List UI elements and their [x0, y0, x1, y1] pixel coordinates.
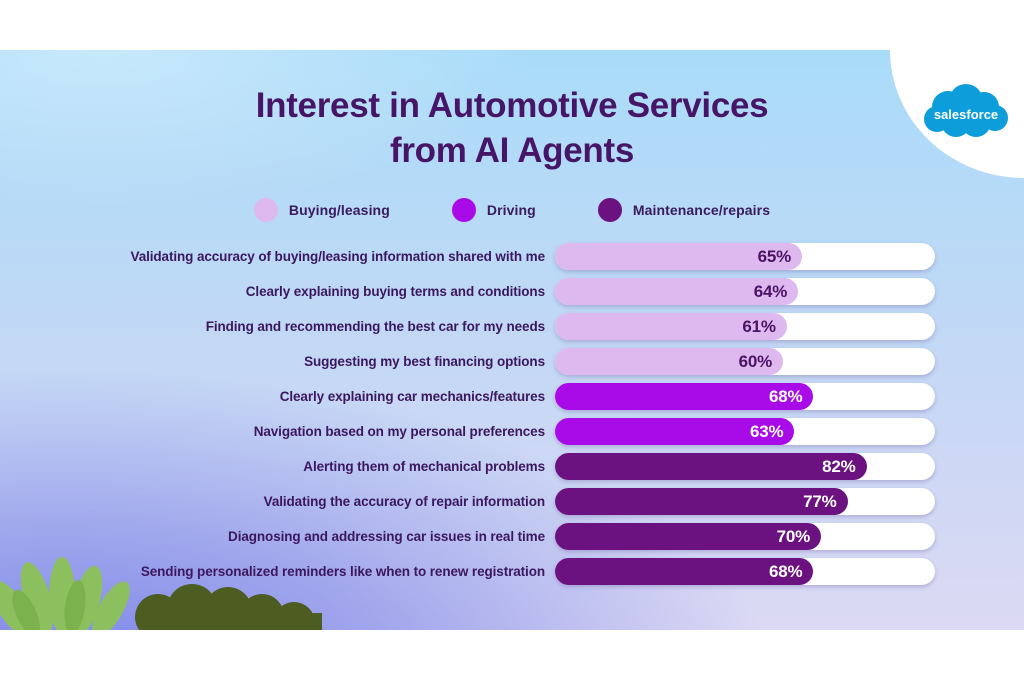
bar-track: 68%: [555, 383, 935, 410]
bar-value: 65%: [757, 246, 792, 266]
page-title: Interest in Automotive Services from AI A…: [0, 84, 1024, 174]
bar-row: Clearly explaining buying terms and cond…: [60, 278, 935, 305]
legend-item-driving: Driving: [451, 198, 536, 222]
chart-background: salesforce Interest in Automotive Servic…: [0, 50, 1024, 630]
bar-value: 60%: [738, 351, 773, 371]
page-title-line1: Interest in Automotive Services: [255, 86, 769, 125]
bar-track: 64%: [555, 278, 935, 305]
bar-fill: 77%: [555, 488, 848, 515]
plant-leaf-shadows: [12, 580, 86, 630]
salesforce-logo: salesforce: [918, 80, 1014, 144]
page-title-line2: from AI Agents: [389, 130, 635, 170]
bar-row: Validating the accuracy of repair inform…: [60, 488, 935, 515]
bar-track: 65%: [555, 243, 935, 270]
legend-dot-driving: [451, 198, 476, 222]
bar-value: 61%: [742, 316, 776, 336]
bar-chart: Validating accuracy of buying/leasing in…: [60, 243, 935, 593]
bar-row: Sending personalized reminders like when…: [60, 558, 935, 585]
bar-row: Validating accuracy of buying/leasing in…: [60, 243, 935, 270]
bar-track: 68%: [555, 558, 935, 585]
bar-label: Diagnosing and addressing car issues in …: [228, 529, 545, 544]
bar-label: Clearly explaining buying terms and cond…: [245, 284, 545, 299]
bar-value: 63%: [749, 421, 784, 441]
bar-label: Navigation based on my personal preferen…: [253, 424, 545, 439]
bar-value: 77%: [803, 491, 837, 511]
bar-label: Validating accuracy of buying/leasing in…: [130, 249, 546, 264]
bar-value: 68%: [768, 386, 803, 406]
legend-dot-buying: [253, 198, 278, 222]
bar-value: 64%: [753, 281, 788, 301]
bar-label: Finding and recommending the best car fo…: [205, 319, 545, 334]
bar-fill: 65%: [555, 243, 802, 270]
bar-row: Alerting them of mechanical problems 82%: [60, 453, 935, 480]
legend-dot-maintenance: [597, 198, 622, 222]
bar-label: Clearly explaining car mechanics/feature…: [279, 389, 545, 404]
bar-row: Clearly explaining car mechanics/feature…: [60, 383, 935, 410]
bar-fill: 61%: [555, 313, 787, 340]
bar-track: 61%: [555, 313, 935, 340]
bar-fill: 68%: [555, 383, 814, 410]
bar-row: Suggesting my best financing options 60%: [60, 348, 935, 375]
bar-fill: 68%: [555, 558, 814, 585]
bar-value: 82%: [822, 456, 856, 476]
legend-item-buying: Buying/leasing: [253, 198, 390, 222]
bar-label: Validating the accuracy of repair inform…: [263, 494, 545, 509]
salesforce-cloud-icon: salesforce: [924, 84, 1008, 137]
bar-track: 63%: [555, 418, 935, 445]
bar-fill: 82%: [555, 453, 867, 480]
plant-decoration: [0, 557, 322, 630]
bar-label: Suggesting my best financing options: [304, 354, 545, 369]
bar-row: Navigation based on my personal preferen…: [60, 418, 935, 445]
bar-fill: 63%: [555, 418, 795, 445]
bar-track: 70%: [555, 523, 935, 550]
legend-label: Driving: [486, 202, 536, 218]
bar-fill: 64%: [555, 278, 799, 305]
legend: Buying/leasing Driving Maintenance/repairs: [0, 198, 1024, 222]
bar-fill: 70%: [555, 523, 821, 550]
bar-value: 68%: [768, 561, 803, 581]
legend-label: Buying/leasing: [288, 202, 390, 218]
legend-item-maintenance: Maintenance/repairs: [597, 198, 771, 222]
legend-label: Maintenance/repairs: [632, 202, 771, 218]
salesforce-wordmark: salesforce: [934, 107, 998, 122]
bar-fill: 60%: [555, 348, 783, 375]
bar-label: Sending personalized reminders like when…: [140, 564, 545, 579]
bar-track: 60%: [555, 348, 935, 375]
bar-track: 77%: [555, 488, 935, 515]
bar-row: Diagnosing and addressing car issues in …: [60, 523, 935, 550]
bar-track: 82%: [555, 453, 935, 480]
bar-row: Finding and recommending the best car fo…: [60, 313, 935, 340]
bar-label: Alerting them of mechanical problems: [303, 459, 545, 474]
bar-value: 70%: [776, 526, 811, 546]
dark-bush: [135, 584, 322, 630]
